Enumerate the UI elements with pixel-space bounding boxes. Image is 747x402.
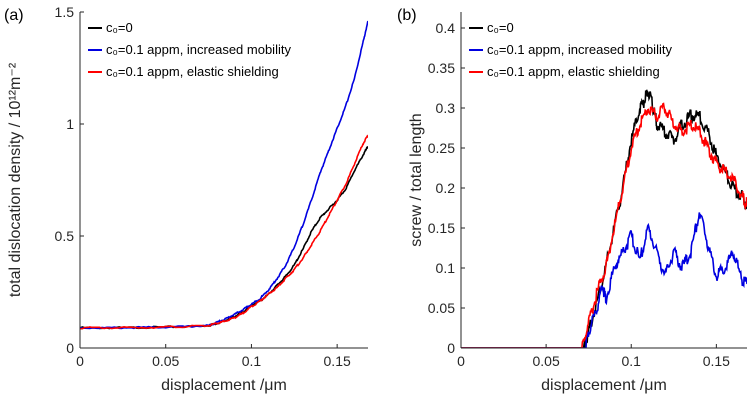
y-axis-label: screw / total length <box>408 113 425 246</box>
legend-entry: c₀=0.1 appm, elastic shielding <box>106 64 279 79</box>
y-tick-label: 1 <box>66 116 74 132</box>
x-tick-label: 0.15 <box>703 353 730 369</box>
x-axis-label: displacement /μm <box>541 377 667 394</box>
chart-a: 0 0.05 0.1 0.15 0 0.5 1 1.5 displacement /μm tota… <box>7 4 368 394</box>
y-axis-label: total dislocation density / 10¹²m⁻² <box>7 62 24 297</box>
legend-entry: c₀=0 <box>106 20 133 35</box>
y-tick-label: 0.4 <box>436 20 456 36</box>
legend-entry: c₀=0.1 appm, increased mobility <box>487 42 672 57</box>
plot-area <box>80 12 368 348</box>
y-tick-label: 0 <box>447 340 455 356</box>
x-tick-label: 0.1 <box>242 353 262 369</box>
x-tick-label: 0.05 <box>152 353 179 369</box>
x-tick-label: 0 <box>76 353 84 369</box>
y-tick-label: 1.5 <box>55 4 75 20</box>
panel-label-b: (b) <box>397 7 417 24</box>
x-tick-label: 0.1 <box>622 353 642 369</box>
plot-area <box>461 12 747 348</box>
series-line-2 <box>80 134 368 330</box>
x-tick-label: 0 <box>457 353 465 369</box>
series-line-2 <box>461 102 747 348</box>
y-tick-label: 0.5 <box>55 228 75 244</box>
y-tick-label: 0.05 <box>428 300 455 316</box>
panel-label-a: (a) <box>4 7 24 24</box>
y-tick-label: 0.15 <box>428 220 455 236</box>
y-tick-label: 0.3 <box>436 100 456 116</box>
chart-b: 0 0.05 0.1 0.15 0 0.05 0.1 0.15 0.2 0.25 0.3 0.35 0.… <box>408 12 747 394</box>
y-tick-label: 0.1 <box>436 260 456 276</box>
y-tick-label: 0.25 <box>428 140 455 156</box>
y-tick-label: 0 <box>66 340 74 356</box>
x-tick-label: 0.05 <box>532 353 559 369</box>
legend-entry: c₀=0 <box>487 20 514 35</box>
y-tick-label: 0.35 <box>428 60 455 76</box>
y-tick-label: 0.2 <box>436 180 456 196</box>
series-line-1 <box>461 212 747 348</box>
x-tick-label: 0.15 <box>324 353 351 369</box>
legend-entry: c₀=0.1 appm, elastic shielding <box>487 64 660 79</box>
legend-entry: c₀=0.1 appm, increased mobility <box>106 42 291 57</box>
x-axis-label: displacement /μm <box>161 377 287 394</box>
